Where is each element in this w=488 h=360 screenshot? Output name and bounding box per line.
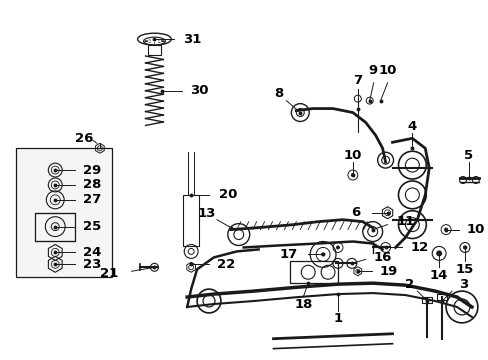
- Text: 15: 15: [455, 263, 473, 276]
- Text: 16: 16: [373, 251, 391, 264]
- Text: 30: 30: [190, 84, 208, 97]
- Text: 17: 17: [280, 248, 298, 261]
- Bar: [147, 45, 161, 55]
- Text: 6: 6: [351, 206, 360, 219]
- Bar: [35, 213, 75, 240]
- Text: 24: 24: [83, 246, 101, 259]
- Circle shape: [153, 266, 156, 269]
- Circle shape: [350, 173, 354, 177]
- Text: 2: 2: [404, 278, 413, 291]
- Text: 22: 22: [217, 258, 235, 271]
- Text: 4: 4: [407, 120, 416, 133]
- Text: 27: 27: [83, 193, 101, 206]
- Text: 9: 9: [367, 64, 376, 77]
- Text: 23: 23: [83, 258, 101, 271]
- Text: 5: 5: [464, 149, 472, 162]
- Text: 19: 19: [379, 265, 397, 278]
- Circle shape: [462, 246, 466, 249]
- Bar: [16, 148, 112, 277]
- Circle shape: [435, 251, 441, 256]
- Text: 12: 12: [409, 241, 428, 254]
- Bar: [436, 294, 446, 300]
- Text: 7: 7: [352, 74, 362, 87]
- Circle shape: [443, 228, 447, 231]
- Text: 31: 31: [183, 33, 201, 46]
- Text: 10: 10: [378, 64, 396, 77]
- Text: 28: 28: [83, 179, 101, 192]
- Text: 8: 8: [273, 87, 283, 100]
- Text: 29: 29: [83, 163, 101, 176]
- Text: 10: 10: [466, 223, 484, 236]
- Text: 11: 11: [396, 215, 414, 228]
- Text: 26: 26: [75, 132, 93, 145]
- Bar: [290, 261, 337, 283]
- Bar: [183, 195, 199, 247]
- Text: 21: 21: [99, 267, 118, 280]
- Text: 20: 20: [219, 188, 237, 201]
- Text: 13: 13: [198, 207, 216, 220]
- Circle shape: [335, 246, 339, 249]
- Text: 18: 18: [293, 298, 312, 311]
- Text: 3: 3: [458, 278, 468, 291]
- Bar: [422, 297, 431, 303]
- Text: 14: 14: [429, 269, 447, 282]
- Text: 1: 1: [333, 312, 342, 325]
- Text: 10: 10: [343, 149, 361, 162]
- Text: 25: 25: [83, 220, 101, 233]
- Circle shape: [321, 252, 325, 256]
